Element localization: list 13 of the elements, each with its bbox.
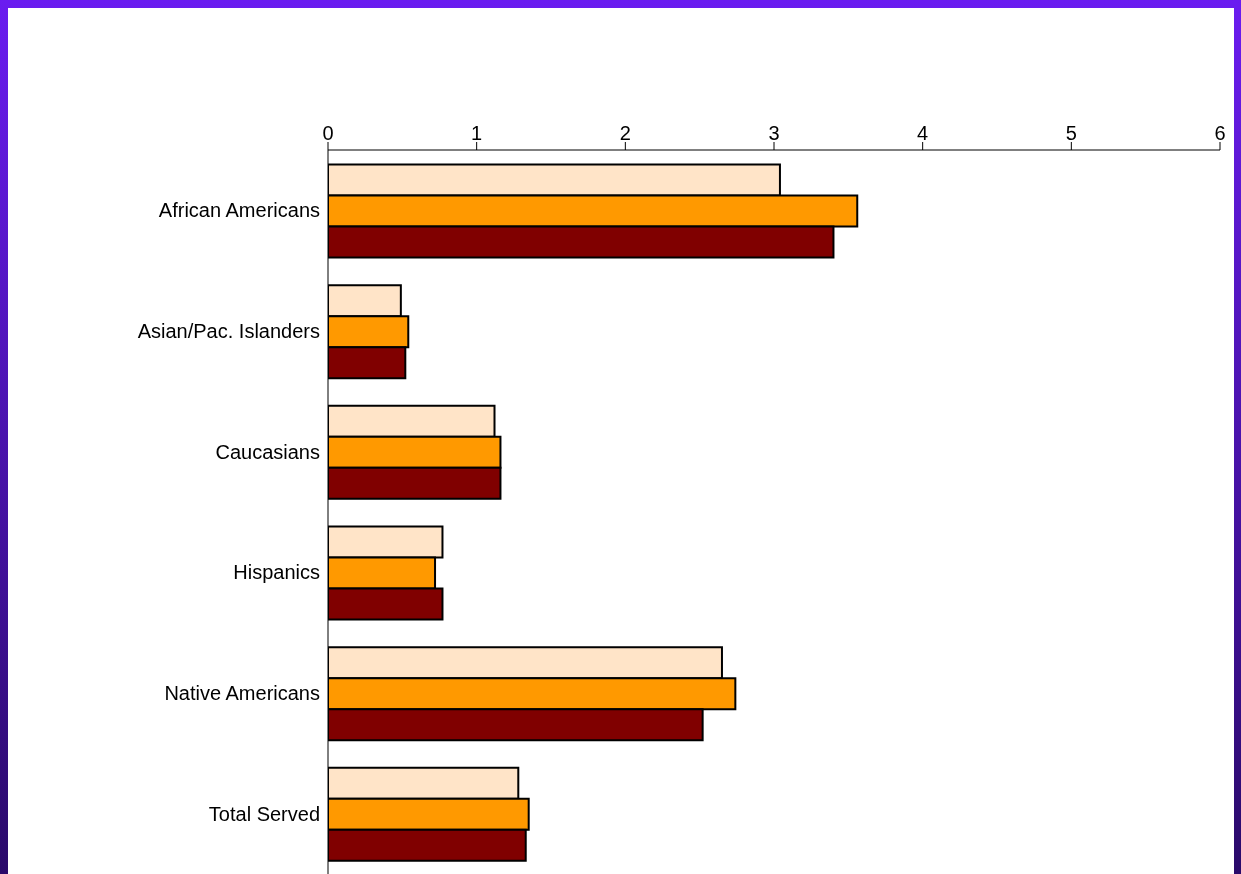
y-tick-label: Total Served	[208, 802, 320, 825]
x-tick-label: 6	[1214, 122, 1226, 144]
y-tick-label: Asian/Pac. Islanders	[137, 320, 320, 343]
x-tick-label: 3	[768, 122, 780, 144]
y-tick-label: Native Americans	[164, 682, 320, 705]
x-tick-label: 5	[1065, 122, 1077, 144]
x-tick-label: 2	[619, 122, 631, 144]
y-tick-label: Hispanics	[233, 561, 320, 584]
x-tick-label: 4	[917, 122, 929, 144]
y-tick-label: African Americans	[158, 199, 320, 222]
x-tick-label: 1	[471, 122, 483, 144]
y-tick-label: Caucasians	[215, 440, 320, 463]
x-tick-label: 0	[322, 122, 334, 144]
